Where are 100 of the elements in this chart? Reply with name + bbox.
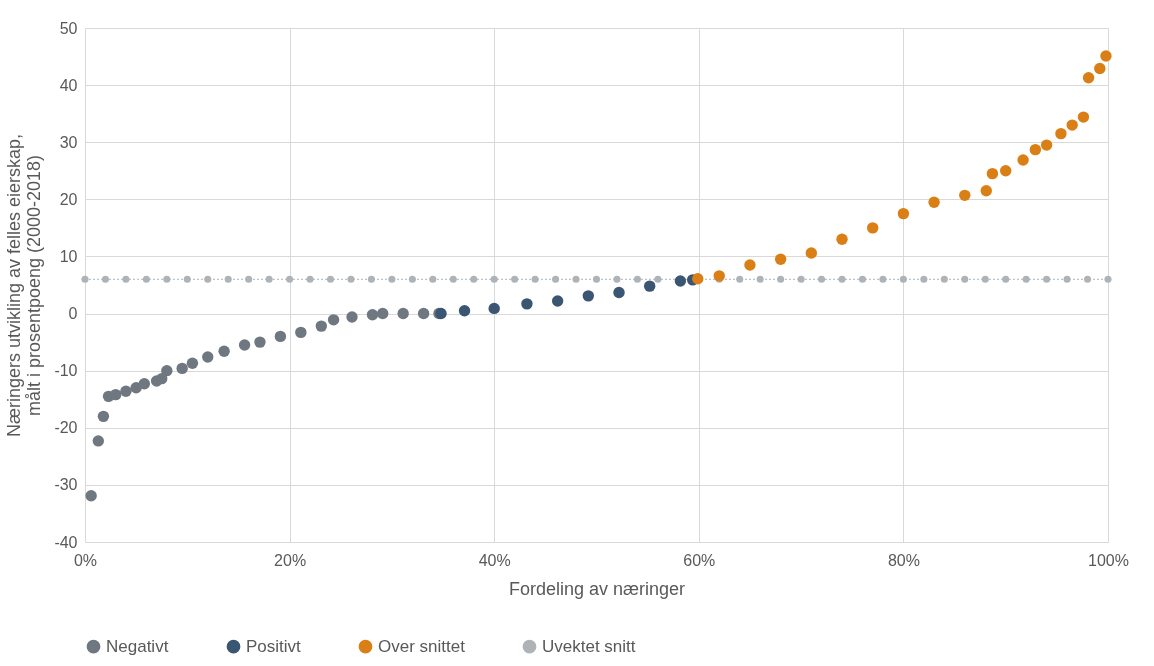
point	[488, 302, 500, 315]
point	[1029, 143, 1042, 156]
point	[940, 275, 948, 283]
point	[774, 253, 787, 265]
point	[1077, 111, 1090, 123]
point	[315, 320, 328, 332]
point	[805, 247, 818, 259]
point	[613, 286, 625, 299]
point	[327, 314, 340, 326]
point	[1055, 127, 1067, 140]
point	[347, 275, 355, 283]
x-tick-label: 80%	[887, 551, 920, 569]
point	[777, 275, 785, 283]
point	[959, 189, 971, 202]
point	[1084, 275, 1092, 283]
point	[176, 362, 188, 375]
point	[879, 275, 887, 283]
y-tick-label: -10	[54, 362, 78, 380]
point	[202, 351, 214, 363]
point	[366, 309, 379, 321]
x-tick-label: 0%	[73, 551, 98, 569]
point	[120, 385, 132, 397]
point	[654, 275, 662, 283]
legend-label: Positivt	[246, 636, 302, 656]
point	[183, 275, 191, 283]
point	[1063, 275, 1071, 283]
point	[458, 305, 471, 317]
point	[470, 275, 478, 283]
point	[367, 275, 375, 283]
point	[836, 233, 848, 245]
y-tick-label: 10	[59, 247, 78, 265]
point	[980, 185, 992, 197]
point	[552, 275, 560, 283]
y-tick-label: 20	[59, 190, 78, 208]
point	[1100, 50, 1112, 62]
point	[1017, 154, 1029, 166]
point	[897, 207, 910, 220]
point	[713, 270, 725, 282]
point	[744, 259, 756, 271]
x-tick-label: 40%	[478, 551, 511, 569]
point	[254, 336, 266, 348]
point	[986, 167, 999, 180]
y-tick-label: 50	[59, 19, 78, 37]
point	[265, 275, 273, 283]
y-tick-label: -30	[54, 476, 78, 494]
point	[274, 330, 287, 343]
point	[1094, 62, 1106, 75]
point	[97, 410, 110, 423]
point	[613, 275, 621, 283]
point	[1000, 165, 1012, 177]
point	[224, 275, 232, 283]
point	[756, 275, 764, 283]
point	[408, 275, 416, 283]
point	[295, 326, 307, 339]
point	[326, 275, 335, 283]
point	[572, 275, 580, 283]
point	[531, 275, 539, 283]
point	[163, 275, 171, 283]
point	[521, 298, 533, 310]
point	[142, 275, 150, 283]
point	[818, 275, 826, 283]
point	[306, 275, 314, 283]
point	[81, 275, 89, 283]
point	[674, 275, 687, 287]
point	[238, 339, 251, 351]
point	[286, 275, 294, 283]
point	[981, 275, 989, 283]
point	[1022, 275, 1030, 283]
point	[417, 307, 430, 320]
point	[1002, 275, 1010, 283]
point	[186, 357, 199, 369]
point	[899, 275, 907, 283]
y-tick-label: -20	[54, 419, 78, 437]
point	[838, 275, 846, 283]
point	[551, 295, 564, 307]
point	[592, 275, 601, 283]
point	[204, 275, 212, 283]
point	[582, 290, 595, 302]
point	[101, 275, 109, 283]
point	[633, 275, 641, 283]
point	[122, 275, 130, 283]
point	[376, 307, 389, 320]
legend-label: Uvektet snitt	[542, 636, 636, 656]
point	[692, 273, 704, 285]
point	[346, 311, 358, 323]
point	[1066, 119, 1078, 131]
point	[397, 307, 409, 320]
legend-label: Negativt	[106, 636, 169, 656]
point	[1040, 139, 1053, 151]
x-tick-label: 60%	[683, 551, 716, 569]
y-tick-label: 30	[59, 133, 78, 151]
point	[92, 435, 104, 447]
point	[490, 275, 498, 283]
point	[511, 275, 519, 283]
y-tick-label: 40	[59, 76, 78, 94]
point	[1043, 275, 1051, 283]
point	[867, 222, 879, 234]
point	[138, 378, 151, 390]
y-tick-label: 0	[68, 305, 78, 323]
point	[928, 196, 940, 208]
